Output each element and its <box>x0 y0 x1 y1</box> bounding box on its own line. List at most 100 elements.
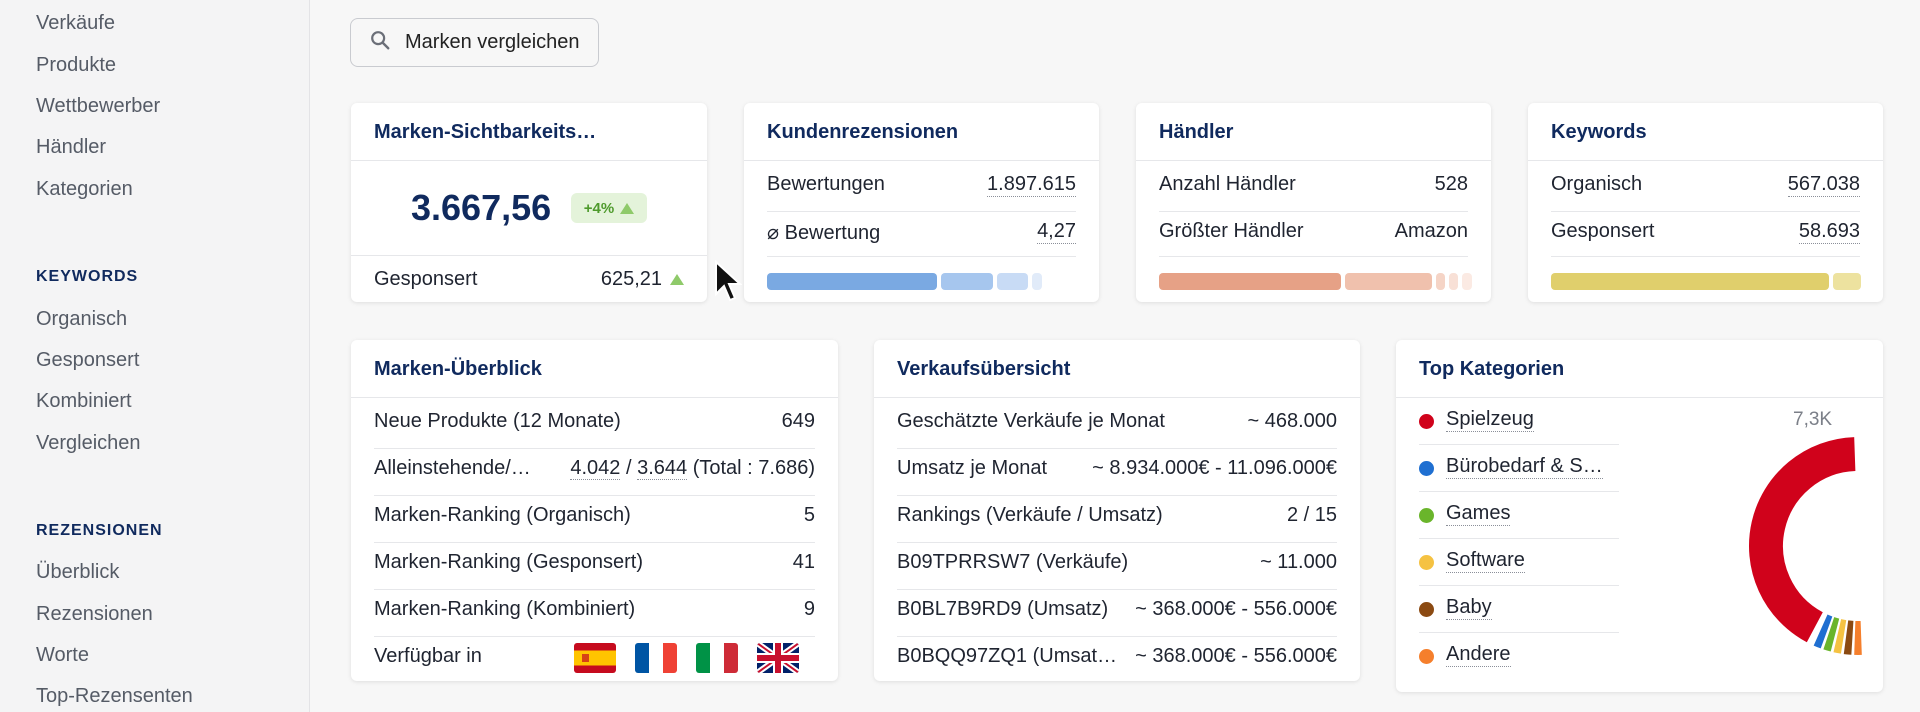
standalone-separator: / <box>620 457 638 479</box>
ranking-organic-label: Marken-Ranking (Organisch) <box>374 504 631 526</box>
sidebar-item-combined[interactable]: Kombiniert <box>36 390 132 412</box>
legend-label[interactable]: Games <box>1446 502 1511 526</box>
visibility-card: Marken-Sichtbarkeits… 3.667,56 +4% Gespo… <box>351 103 707 302</box>
ranking-sponsored-value: 41 <box>792 551 815 573</box>
legend-dot <box>1419 602 1434 617</box>
organic-label: Organisch <box>1551 173 1643 195</box>
top-categories-card: Top Kategorien Spielzeug Bürobedarf & S…… <box>1396 340 1883 692</box>
new-products-label: Neue Produkte (12 Monate) <box>374 410 621 432</box>
divider <box>1159 256 1468 257</box>
divider <box>1396 397 1883 398</box>
total-count: (Total : 7.686) <box>687 457 815 479</box>
rating-distribution-bar[interactable] <box>767 103 1076 302</box>
bar-segment[interactable] <box>1032 273 1042 290</box>
bar-segment[interactable] <box>1449 273 1459 290</box>
standalone-count[interactable]: 4.042 <box>570 457 621 480</box>
change-badge: +4% <box>571 193 647 223</box>
sidebar-heading-reviews: REZENSIONEN <box>36 522 163 539</box>
avg-rating-value[interactable]: 4,27 <box>1037 220 1076 244</box>
visibility-value: 3.667,56 <box>411 187 552 228</box>
sales-row-value: ~ 468.000 <box>1247 410 1337 432</box>
visibility-title[interactable]: Marken-Sichtbarkeits… <box>374 121 597 143</box>
chart-total-label: 7,3K <box>1793 409 1833 430</box>
sales-overview-card: Verkaufsübersicht Geschätzte Verkäufe je… <box>874 340 1360 681</box>
sidebar-item-organic[interactable]: Organisch <box>36 308 128 330</box>
bar-segment[interactable] <box>1345 273 1432 290</box>
legend-dot <box>1419 649 1434 664</box>
organic-value[interactable]: 567.038 <box>1787 173 1860 197</box>
compare-brands-button[interactable]: Marken vergleichen <box>350 18 599 67</box>
sales-row-label[interactable]: B09TPRRSW7 (Verkäufe) <box>897 551 1129 573</box>
sales-row-label[interactable]: B0BL7B9RD9 (Umsatz) <box>897 598 1109 620</box>
flag-france-icon[interactable] <box>635 643 677 673</box>
sidebar-item-merchants[interactable]: Händler <box>36 136 107 158</box>
merchant-share-bar[interactable] <box>1159 103 1472 302</box>
sidebar-item-words[interactable]: Worte <box>36 644 89 666</box>
sidebar-item-top-reviewers[interactable]: Top-Rezensenten <box>36 685 193 707</box>
donut-slice[interactable] <box>1843 620 1854 655</box>
sidebar-item-overview[interactable]: Überblick <box>36 561 120 583</box>
sidebar-item-products[interactable]: Produkte <box>36 54 117 76</box>
arrow-up-icon <box>620 202 635 214</box>
bar-segment[interactable] <box>1462 273 1472 290</box>
variant-count[interactable]: 3.644 <box>637 457 688 480</box>
bar-segment[interactable] <box>997 273 1029 290</box>
donut-slice[interactable] <box>1813 614 1833 649</box>
divider <box>374 448 815 449</box>
legend-dot <box>1419 508 1434 523</box>
flag-spain-icon[interactable] <box>574 643 616 673</box>
merchant-count-label: Anzahl Händler <box>1159 173 1296 195</box>
legend-label[interactable]: Software <box>1446 549 1525 573</box>
divider <box>1419 585 1619 586</box>
bar-segment[interactable] <box>1435 273 1446 290</box>
merchant-count-value: 528 <box>1434 173 1468 195</box>
ratings-label: Bewertungen <box>767 173 885 195</box>
keywords-title: Keywords <box>1551 121 1647 143</box>
divider <box>1159 211 1468 212</box>
legend-label[interactable]: Andere <box>1446 643 1511 667</box>
sales-row-label[interactable]: B0BQQ97ZQ1 (Umsat… <box>897 645 1118 667</box>
divider <box>1419 632 1619 633</box>
bar-segment[interactable] <box>1833 273 1861 290</box>
legend-label[interactable]: Bürobedarf & S… <box>1446 455 1603 479</box>
ranking-organic-value: 5 <box>803 504 815 526</box>
sponsored-kw-value[interactable]: 58.693 <box>1798 220 1860 244</box>
brand-overview-title: Marken-Überblick <box>374 358 542 380</box>
reviews-title: Kundenrezensionen <box>767 121 959 143</box>
sales-row-value: 2 / 15 <box>1286 504 1337 526</box>
donut-slice[interactable] <box>1749 437 1856 643</box>
sidebar-item-categories[interactable]: Kategorien <box>36 178 133 200</box>
donut-slice[interactable] <box>1823 617 1840 652</box>
divider <box>1528 160 1883 161</box>
sales-row-label: Umsatz je Monat <box>897 457 1048 479</box>
flag-uk-icon[interactable] <box>757 643 799 673</box>
category-donut-chart[interactable] <box>1698 428 1878 668</box>
sales-row-label: Rankings (Verkäufe / Umsatz) <box>897 504 1163 526</box>
sales-row-value: ~ 368.000€ - 556.000€ <box>1135 645 1337 667</box>
sponsored-label: Gesponsert <box>374 268 478 290</box>
bar-segment[interactable] <box>767 273 937 290</box>
sidebar-item-sales[interactable]: Verkäufe <box>36 12 115 34</box>
sales-row-value: ~ 11.000 <box>1260 551 1337 573</box>
change-badge-text: +4% <box>583 199 615 217</box>
bar-segment[interactable] <box>1551 273 1830 290</box>
sidebar-item-competitors[interactable]: Wettbewerber <box>36 95 161 117</box>
sales-row-value: ~ 368.000€ - 556.000€ <box>1135 598 1337 620</box>
brand-overview-card: Marken-Überblick Neue Produkte (12 Monat… <box>351 340 838 681</box>
bar-segment[interactable] <box>940 273 994 290</box>
bar-segment[interactable] <box>1159 273 1342 290</box>
keyword-share-bar[interactable] <box>1551 103 1861 302</box>
sidebar-item-reviews[interactable]: Rezensionen <box>36 603 153 625</box>
divider <box>374 542 815 543</box>
legend-label[interactable]: Baby <box>1446 596 1492 620</box>
legend-label[interactable]: Spielzeug <box>1446 408 1534 432</box>
avg-rating-label: ⌀ Bewertung <box>767 222 881 244</box>
sidebar-item-compare[interactable]: Vergleichen <box>36 432 141 454</box>
donut-slice[interactable] <box>1833 619 1847 654</box>
new-products-value: 649 <box>781 410 815 432</box>
divider <box>1136 160 1491 161</box>
legend-dot <box>1419 461 1434 476</box>
sidebar-item-sponsored[interactable]: Gesponsert <box>36 349 140 371</box>
ratings-value[interactable]: 1.897.615 <box>987 173 1076 197</box>
flag-italy-icon[interactable] <box>696 643 738 673</box>
